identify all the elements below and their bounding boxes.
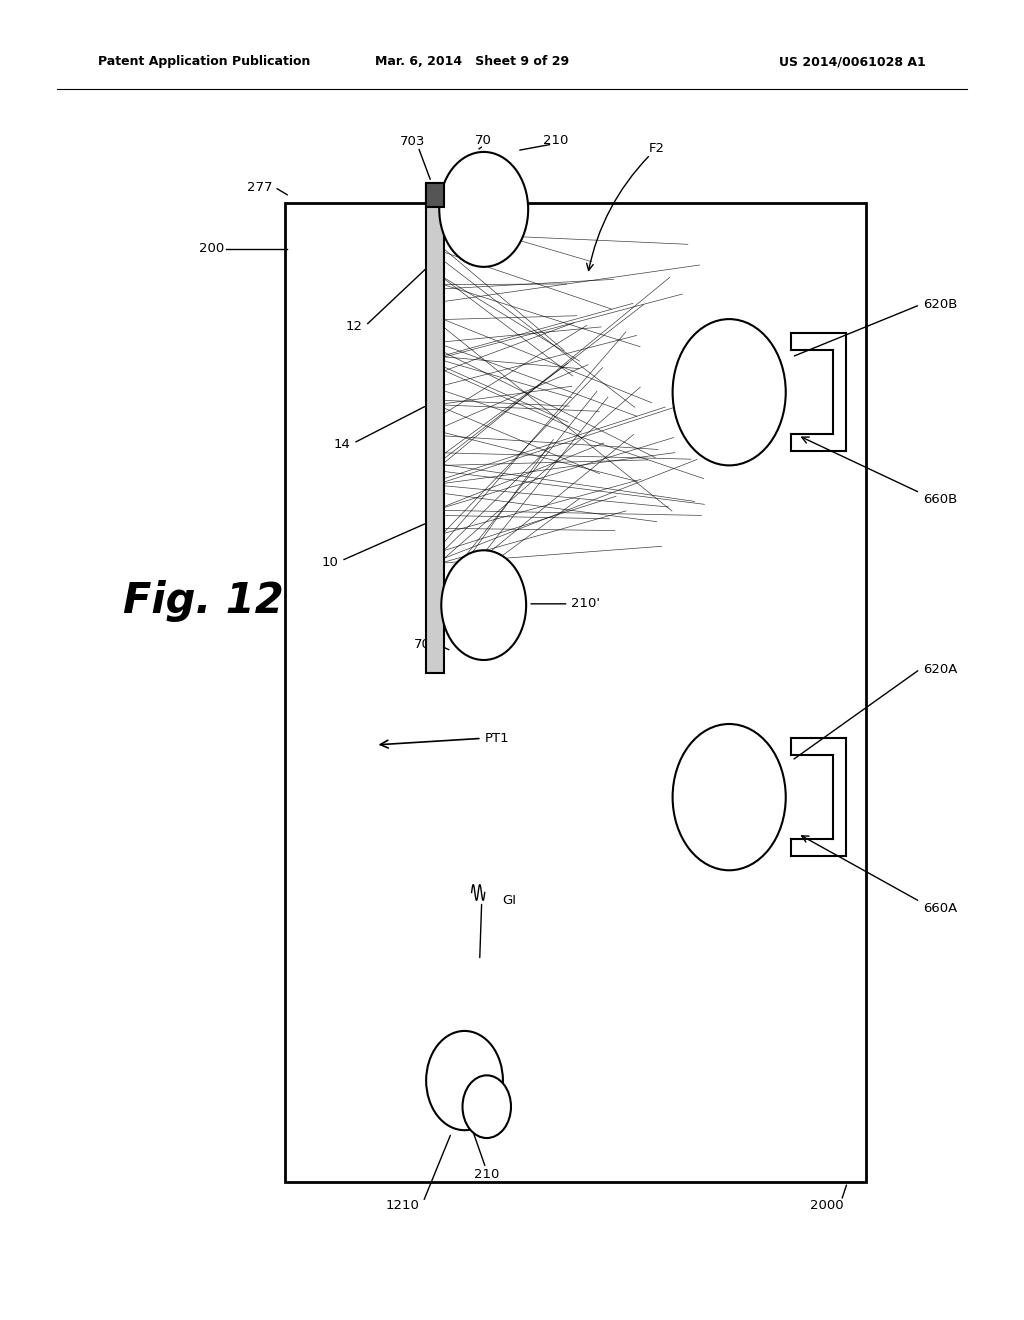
Bar [426, 183, 444, 207]
Text: 200: 200 [199, 242, 224, 255]
Circle shape [463, 1076, 511, 1138]
Text: 210: 210 [474, 1168, 500, 1181]
Text: 703: 703 [400, 135, 426, 148]
Bar [285, 203, 865, 1183]
Text: 277: 277 [247, 181, 272, 194]
Text: Fig. 12: Fig. 12 [123, 581, 284, 622]
Text: 12: 12 [345, 321, 362, 334]
Circle shape [673, 723, 785, 870]
Text: 660A: 660A [923, 902, 957, 915]
Text: US 2014/0061028 A1: US 2014/0061028 A1 [779, 55, 926, 69]
Text: 620A: 620A [923, 663, 957, 676]
Text: 210': 210' [570, 598, 600, 610]
Circle shape [426, 1031, 503, 1130]
Text: F2: F2 [648, 141, 665, 154]
Text: 70: 70 [475, 133, 493, 147]
Text: 10: 10 [322, 556, 338, 569]
Text: 2000: 2000 [810, 1200, 844, 1213]
Text: 703: 703 [414, 638, 439, 651]
Circle shape [439, 152, 528, 267]
Text: 14: 14 [334, 438, 350, 451]
Text: PT1: PT1 [484, 731, 509, 744]
Text: 1210: 1210 [385, 1200, 419, 1213]
Circle shape [441, 550, 526, 660]
Text: Mar. 6, 2014   Sheet 9 of 29: Mar. 6, 2014 Sheet 9 of 29 [375, 55, 568, 69]
Text: 660B: 660B [923, 492, 957, 506]
Circle shape [673, 319, 785, 466]
Text: GI: GI [502, 894, 516, 907]
Text: 210: 210 [543, 133, 568, 147]
Bar [426, 183, 444, 673]
Text: Patent Application Publication: Patent Application Publication [98, 55, 310, 69]
Text: 620B: 620B [923, 298, 957, 312]
